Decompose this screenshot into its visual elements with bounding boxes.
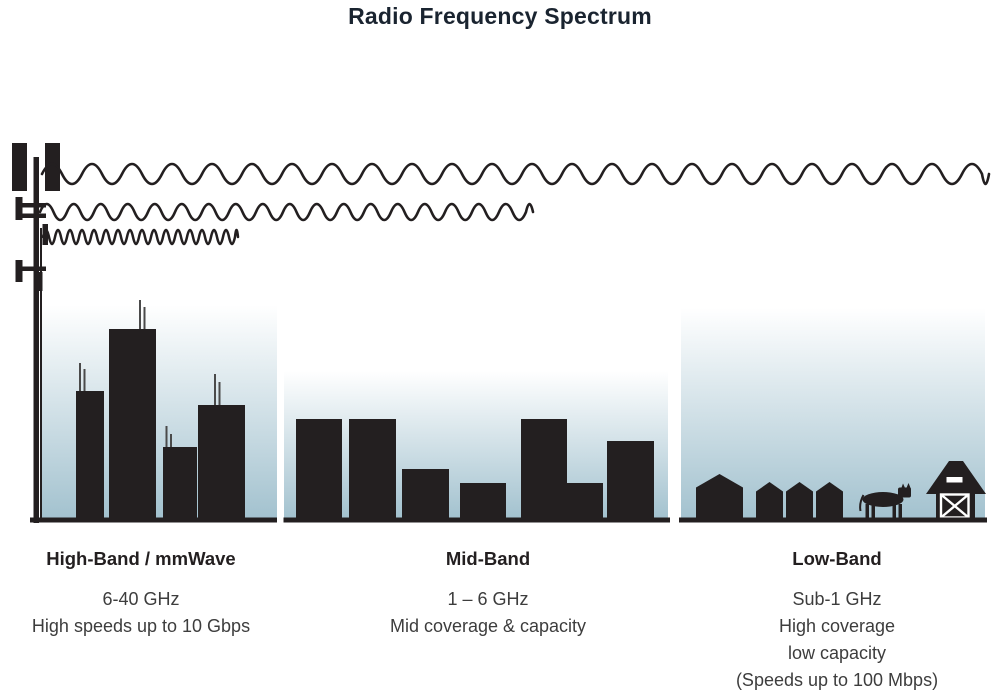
mid-band-frequency: 1 – 6 GHz (447, 589, 529, 609)
city-skyline (76, 300, 245, 518)
rooftop-antenna-icon (218, 382, 221, 405)
rooftop-antenna-icon (139, 300, 141, 329)
low-band-description: High coverage (778, 616, 896, 636)
rooftop-antenna-icon (79, 363, 81, 391)
cow-icon (859, 483, 911, 518)
mid-band-ground-line (283, 517, 670, 523)
high-band-heading: High-Band / mmWave (46, 548, 236, 569)
high-band-frequency: 6-40 GHz (102, 589, 180, 609)
skyscraper-icon (198, 405, 245, 518)
low-band-frequency: Sub-1 GHz (792, 589, 882, 609)
building-icon (296, 419, 342, 518)
house-icon (696, 474, 743, 518)
high-band-description: High speeds up to 10 Gbps (31, 616, 251, 636)
cell-tower-icon (12, 143, 60, 523)
rural-scene (696, 461, 986, 519)
low-band-ground-line (679, 517, 987, 523)
rooftop-antenna-icon (83, 369, 86, 391)
rooftop-antenna-icon (165, 426, 168, 447)
building-icon (402, 469, 449, 518)
barn-loft-window (946, 477, 963, 483)
low-band-description: (Speeds up to 100 Mbps) (735, 670, 939, 690)
house-icon (786, 482, 813, 518)
house-icon (756, 482, 783, 518)
mid-band-heading: Mid-Band (445, 548, 531, 569)
long-wavelength-wave-icon (40, 162, 991, 186)
low-band-description: low capacity (787, 643, 887, 663)
rooftop-antenna-icon (143, 307, 146, 329)
medium-wavelength-wave-icon (38, 202, 535, 222)
skyscraper-icon (163, 447, 197, 518)
building-icon (521, 419, 567, 518)
house-icon (816, 482, 843, 518)
low-band-heading: Low-Band (792, 548, 882, 569)
midrise-skyline (296, 419, 654, 518)
building-icon (567, 483, 603, 518)
short-wavelength-wave-icon (41, 228, 240, 246)
skyscraper-icon (76, 391, 104, 518)
spectrum-illustration (12, 143, 991, 523)
skyscraper-icon (109, 329, 156, 518)
building-icon (607, 441, 654, 518)
building-icon (460, 483, 506, 518)
mid-band-label-group: Mid-Band 1 – 6 GHz Mid coverage & capaci… (348, 548, 628, 640)
high-band-ground-line (30, 517, 277, 523)
high-band-label-group: High-Band / mmWave 6-40 GHz High speeds … (1, 548, 281, 640)
rooftop-antenna-icon (170, 434, 172, 447)
mid-band-description: Mid coverage & capacity (389, 616, 587, 636)
rooftop-antenna-icon (214, 374, 216, 405)
barn-icon (926, 461, 986, 519)
building-icon (349, 419, 396, 518)
page-title: Radio Frequency Spectrum (348, 3, 652, 29)
low-band-label-group: Low-Band Sub-1 GHz High coverage low cap… (697, 548, 977, 694)
